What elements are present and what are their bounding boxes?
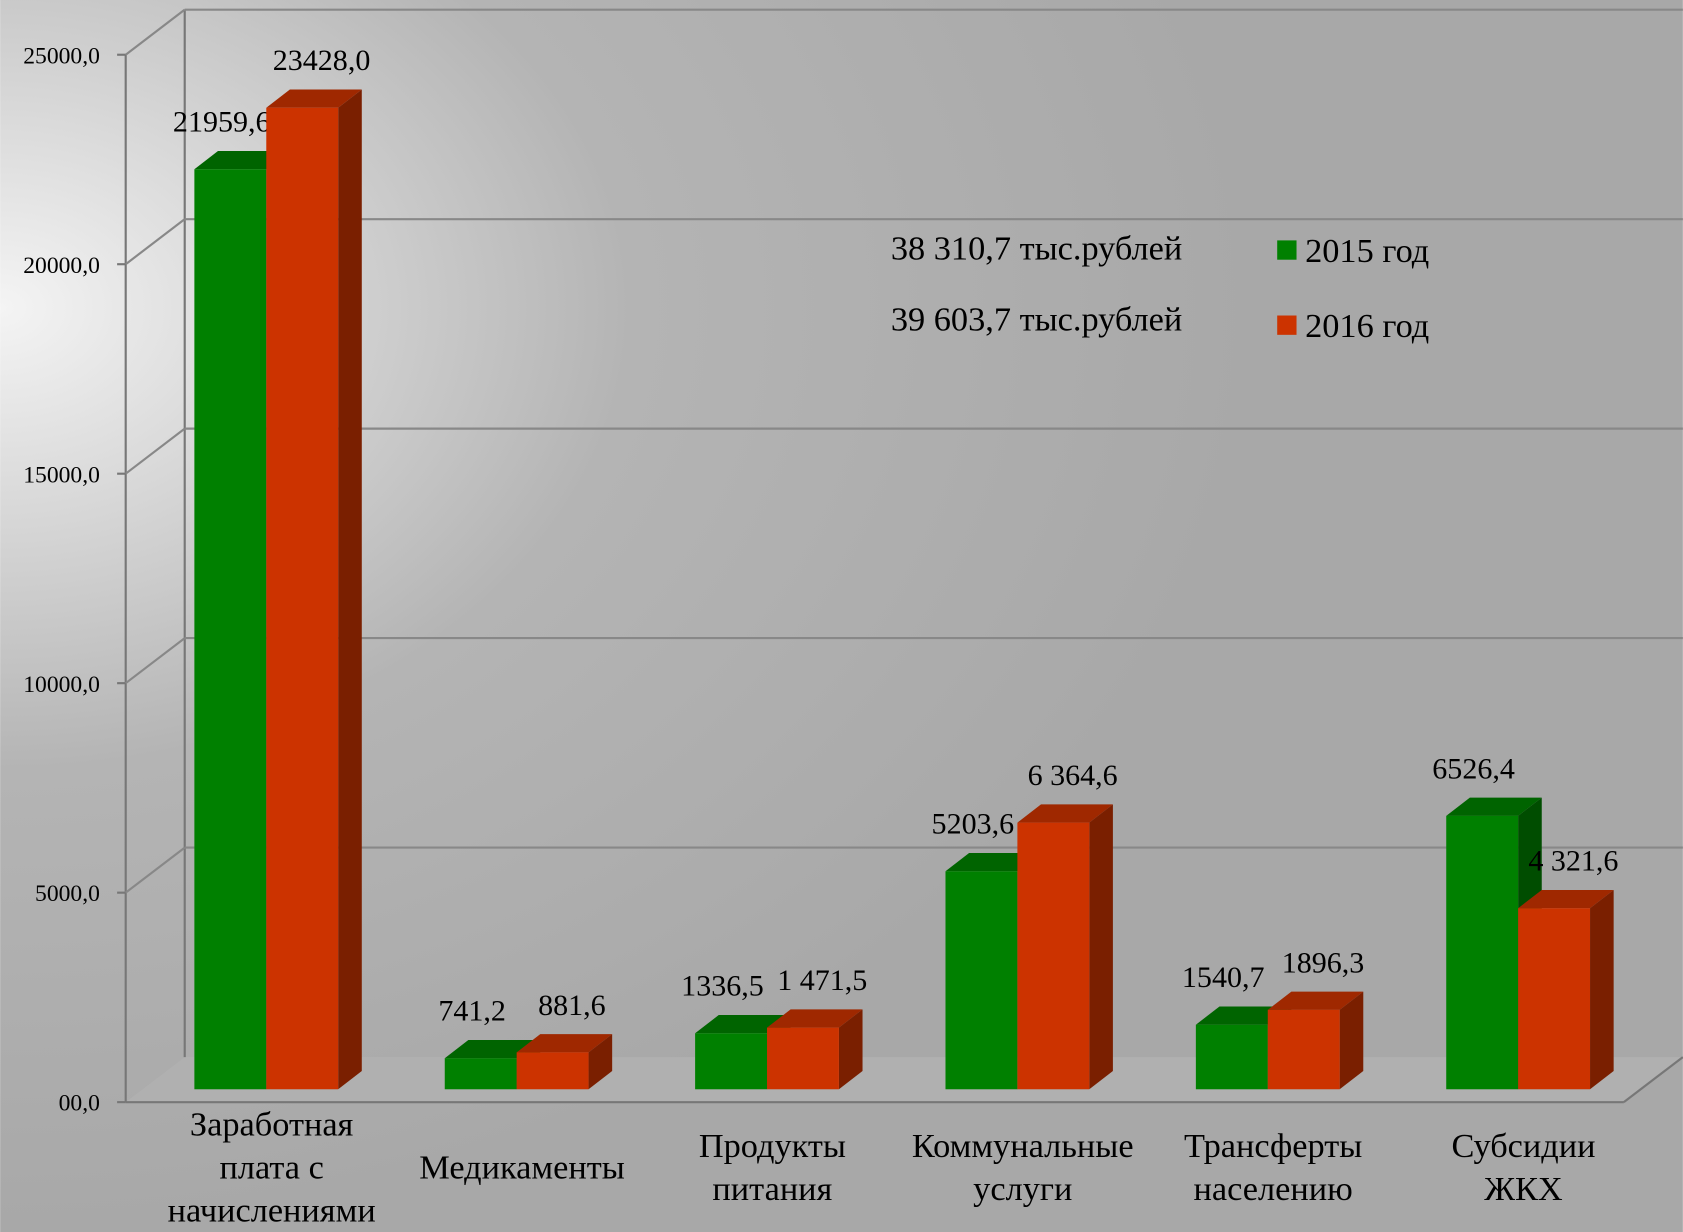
bar [516, 1052, 589, 1090]
data-label: 4 321,6 [1528, 845, 1618, 878]
bar-top [516, 1034, 613, 1053]
bar [1017, 822, 1090, 1090]
grid-line [125, 637, 186, 685]
bar-top [1518, 889, 1614, 909]
data-label: 741,2 [438, 995, 506, 1028]
x-tick-label: Коммунальные услуги [912, 1127, 1134, 1208]
y-tick-label: 20000,0 [23, 253, 100, 279]
grid-line [125, 218, 186, 266]
bar [444, 1058, 517, 1090]
bar-side [1339, 991, 1364, 1090]
legend-label: 2015 год [1305, 232, 1429, 270]
bar-top [266, 89, 362, 108]
data-label: 21959,6 [173, 106, 271, 139]
grid-line [125, 846, 186, 894]
data-label: 6 364,6 [1028, 759, 1118, 792]
bar [1446, 815, 1519, 1090]
legend-swatch [1277, 240, 1297, 260]
legend-swatch [1277, 315, 1297, 335]
x-tick-label: Медикаменты [419, 1148, 624, 1186]
bar [1195, 1024, 1268, 1090]
floor-edge [1623, 1056, 1683, 1103]
y-tick-label: 5000,0 [35, 881, 100, 907]
annotation: 39 603,7 тыс.рублей [891, 301, 1182, 339]
data-label: 1 471,5 [777, 964, 867, 997]
bar [1518, 908, 1591, 1090]
bar-top [1267, 991, 1364, 1010]
data-label: 1540,7 [1182, 961, 1265, 994]
grid-line [125, 427, 186, 475]
bar-top [194, 150, 290, 170]
y-tick-label: 10000,0 [23, 672, 100, 698]
bar [695, 1033, 768, 1090]
bar [767, 1027, 839, 1090]
bar-top [1446, 797, 1542, 816]
y-tick-label: 00,0 [59, 1091, 100, 1117]
data-label: 1896,3 [1282, 946, 1365, 979]
data-label: 5203,6 [932, 808, 1015, 841]
data-label: 881,6 [538, 989, 606, 1022]
bar-top [945, 853, 1042, 872]
bar-top [767, 1009, 863, 1028]
grid-line [125, 8, 186, 56]
bar-top [695, 1015, 791, 1034]
x-tick-label: Трансферты населению [1184, 1127, 1362, 1208]
bar [194, 169, 267, 1090]
data-label: 1336,5 [681, 970, 764, 1003]
bar [1267, 1009, 1340, 1090]
x-tick-label: Продукты питания [699, 1127, 846, 1208]
bar-side [338, 89, 362, 1090]
data-label: 23428,0 [273, 44, 371, 77]
bar-side [1089, 804, 1113, 1090]
bar-side [838, 1009, 863, 1090]
y-tick-label: 25000,0 [23, 43, 100, 69]
bar [945, 871, 1018, 1090]
bar-side [588, 1034, 613, 1090]
bar-side [1590, 889, 1614, 1090]
bar [266, 107, 339, 1090]
bar-top [1017, 804, 1113, 823]
bar-top [444, 1039, 541, 1059]
legend-label: 2016 год [1305, 307, 1429, 345]
y-tick-label: 15000,0 [23, 462, 100, 488]
bar-top [1195, 1006, 1292, 1025]
annotation: 38 310,7 тыс.рублей [891, 230, 1182, 268]
x-tick-label: Заработная плата с начислениями [168, 1105, 376, 1229]
x-tick-label: Субсидии ЖКХ [1451, 1127, 1595, 1208]
data-label: 6526,4 [1432, 752, 1515, 785]
